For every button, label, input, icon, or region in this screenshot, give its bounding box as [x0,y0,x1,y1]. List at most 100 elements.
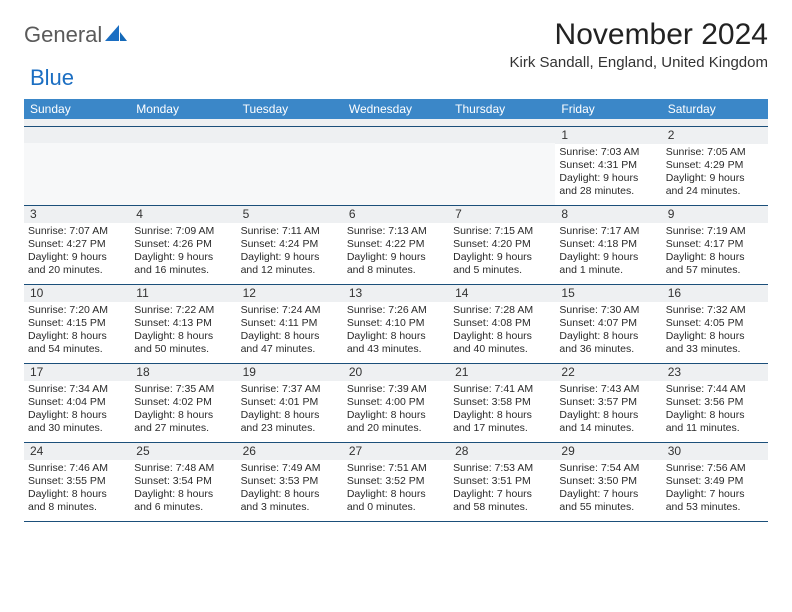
day-info: Sunrise: 7:32 AMSunset: 4:05 PMDaylight:… [666,304,764,357]
day-number: 19 [237,364,343,381]
weeks-container: 1Sunrise: 7:03 AMSunset: 4:31 PMDaylight… [24,127,768,522]
day-info: Sunrise: 7:49 AMSunset: 3:53 PMDaylight:… [241,462,339,515]
day-info: Sunrise: 7:35 AMSunset: 4:02 PMDaylight:… [134,383,232,436]
day-info: Sunrise: 7:39 AMSunset: 4:00 PMDaylight:… [347,383,445,436]
dow-cell: Monday [130,99,236,119]
day-cell: 29Sunrise: 7:54 AMSunset: 3:50 PMDayligh… [555,443,661,521]
day-info: Sunrise: 7:51 AMSunset: 3:52 PMDaylight:… [347,462,445,515]
day-number-empty [24,127,130,143]
day-info: Sunrise: 7:17 AMSunset: 4:18 PMDaylight:… [559,225,657,278]
day-info: Sunrise: 7:15 AMSunset: 4:20 PMDaylight:… [453,225,551,278]
day-cell: 9 Sunrise: 7:19 AMSunset: 4:17 PMDaylight… [662,206,768,284]
day-info: Sunrise: 7:05 AMSunset: 4:29 PMDaylight:… [666,146,764,199]
day-info: Sunrise: 7:28 AMSunset: 4:08 PMDaylight:… [453,304,551,357]
location: Kirk Sandall, England, United Kingdom [510,54,769,71]
day-number: 15 [555,285,661,302]
day-cell-empty [343,127,449,205]
day-number: 7 [449,206,555,223]
dow-cell: Sunday [24,99,130,119]
week-row: 10 Sunrise: 7:20 AMSunset: 4:15 PMDayligh… [24,285,768,364]
day-info: Sunrise: 7:19 AMSunset: 4:17 PMDaylight:… [666,225,764,278]
day-info: Sunrise: 7:24 AMSunset: 4:11 PMDaylight:… [241,304,339,357]
day-cell: 13Sunrise: 7:26 AMSunset: 4:10 PMDayligh… [343,285,449,363]
logo-part1: General [24,22,102,48]
day-cell: 30 Sunrise: 7:56 AMSunset: 3:49 PMDayligh… [662,443,768,521]
day-number: 28 [449,443,555,460]
day-cell: 20Sunrise: 7:39 AMSunset: 4:00 PMDayligh… [343,364,449,442]
day-cell: 4 Sunrise: 7:09 AMSunset: 4:26 PMDaylight… [130,206,236,284]
day-info: Sunrise: 7:56 AMSunset: 3:49 PMDaylight:… [666,462,764,515]
day-number: 5 [237,206,343,223]
day-cell: 19 Sunrise: 7:37 AMSunset: 4:01 PMDayligh… [237,364,343,442]
day-cell: 24 Sunrise: 7:46 AMSunset: 3:55 PMDayligh… [24,443,130,521]
day-cell: 25Sunrise: 7:48 AMSunset: 3:54 PMDayligh… [130,443,236,521]
day-number: 18 [130,364,236,381]
day-number-empty [449,127,555,143]
day-number: 8 [555,206,661,223]
day-cell-empty [449,127,555,205]
day-info: Sunrise: 7:46 AMSunset: 3:55 PMDaylight:… [28,462,126,515]
spacer-row [24,119,768,127]
calendar-grid: SundayMondayTuesdayWednesdayThursdayFrid… [24,99,768,522]
day-number: 27 [343,443,449,460]
day-info: Sunrise: 7:13 AMSunset: 4:22 PMDaylight:… [347,225,445,278]
day-cell: 18 Sunrise: 7:35 AMSunset: 4:02 PMDayligh… [130,364,236,442]
day-number: 30 [662,443,768,460]
day-cell: 26Sunrise: 7:49 AMSunset: 3:53 PMDayligh… [237,443,343,521]
dow-cell: Thursday [449,99,555,119]
day-cell-empty [237,127,343,205]
day-number: 22 [555,364,661,381]
day-cell: 3 Sunrise: 7:07 AMSunset: 4:27 PMDaylight… [24,206,130,284]
day-cell: 8 Sunrise: 7:17 AMSunset: 4:18 PMDaylight… [555,206,661,284]
day-info: Sunrise: 7:09 AMSunset: 4:26 PMDaylight:… [134,225,232,278]
logo-sail-icon [105,24,127,47]
day-cell: 11Sunrise: 7:22 AMSunset: 4:13 PMDayligh… [130,285,236,363]
day-number: 23 [662,364,768,381]
title-block: November 2024 Kirk Sandall, England, Uni… [510,18,769,77]
day-number: 4 [130,206,236,223]
day-cell: 1Sunrise: 7:03 AMSunset: 4:31 PMDaylight… [555,127,661,205]
day-cell: 6 Sunrise: 7:13 AMSunset: 4:22 PMDaylight… [343,206,449,284]
day-number: 21 [449,364,555,381]
day-info: Sunrise: 7:03 AMSunset: 4:31 PMDaylight:… [559,146,657,199]
day-cell: 17Sunrise: 7:34 AMSunset: 4:04 PMDayligh… [24,364,130,442]
day-info: Sunrise: 7:37 AMSunset: 4:01 PMDaylight:… [241,383,339,436]
day-number: 24 [24,443,130,460]
logo: General [24,18,129,48]
day-cell-empty [24,127,130,205]
day-number-empty [130,127,236,143]
day-cell: 7 Sunrise: 7:15 AMSunset: 4:20 PMDaylight… [449,206,555,284]
day-number: 25 [130,443,236,460]
day-cell: 27 Sunrise: 7:51 AMSunset: 3:52 PMDayligh… [343,443,449,521]
day-number: 12 [237,285,343,302]
day-info: Sunrise: 7:34 AMSunset: 4:04 PMDaylight:… [28,383,126,436]
day-cell: 22 Sunrise: 7:43 AMSunset: 3:57 PMDayligh… [555,364,661,442]
day-number: 29 [555,443,661,460]
day-cell-empty [130,127,236,205]
day-cell: 12 Sunrise: 7:24 AMSunset: 4:11 PMDayligh… [237,285,343,363]
dow-cell: Saturday [662,99,768,119]
day-info: Sunrise: 7:11 AMSunset: 4:24 PMDaylight:… [241,225,339,278]
dow-header-row: SundayMondayTuesdayWednesdayThursdayFrid… [24,99,768,119]
day-info: Sunrise: 7:43 AMSunset: 3:57 PMDaylight:… [559,383,657,436]
day-number: 10 [24,285,130,302]
day-cell: 10 Sunrise: 7:20 AMSunset: 4:15 PMDayligh… [24,285,130,363]
week-row: 17Sunrise: 7:34 AMSunset: 4:04 PMDayligh… [24,364,768,443]
day-cell: 15Sunrise: 7:30 AMSunset: 4:07 PMDayligh… [555,285,661,363]
day-info: Sunrise: 7:07 AMSunset: 4:27 PMDaylight:… [28,225,126,278]
calendar-page: General November 2024 Kirk Sandall, Engl… [0,0,792,534]
week-row: 3 Sunrise: 7:07 AMSunset: 4:27 PMDaylight… [24,206,768,285]
day-cell: 16Sunrise: 7:32 AMSunset: 4:05 PMDayligh… [662,285,768,363]
week-row: 1Sunrise: 7:03 AMSunset: 4:31 PMDaylight… [24,127,768,206]
day-number: 9 [662,206,768,223]
day-cell: 14Sunrise: 7:28 AMSunset: 4:08 PMDayligh… [449,285,555,363]
day-info: Sunrise: 7:26 AMSunset: 4:10 PMDaylight:… [347,304,445,357]
day-number: 3 [24,206,130,223]
day-number-empty [343,127,449,143]
week-row: 24 Sunrise: 7:46 AMSunset: 3:55 PMDayligh… [24,443,768,522]
dow-cell: Wednesday [343,99,449,119]
day-info: Sunrise: 7:20 AMSunset: 4:15 PMDaylight:… [28,304,126,357]
day-number: 6 [343,206,449,223]
day-cell: 23Sunrise: 7:44 AMSunset: 3:56 PMDayligh… [662,364,768,442]
month-title: November 2024 [510,18,769,52]
